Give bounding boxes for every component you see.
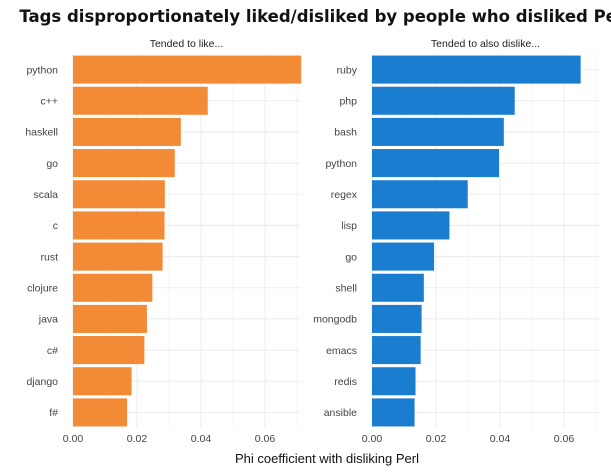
category-label: c# xyxy=(47,345,58,357)
category-label: ruby xyxy=(337,64,358,76)
category-label: scala xyxy=(33,189,58,201)
x-tick-label: 0.04 xyxy=(490,433,511,445)
bar-c# xyxy=(73,336,145,365)
x-tick-label: 0.02 xyxy=(127,433,148,445)
bar-python xyxy=(372,149,500,178)
x-tick-label: 0.00 xyxy=(362,433,383,445)
bar-f# xyxy=(73,398,128,427)
category-label: go xyxy=(46,158,58,170)
bar-lisp xyxy=(372,211,450,240)
category-label: shell xyxy=(335,283,357,295)
x-tick-label: 0.00 xyxy=(63,433,84,445)
bar-ansible xyxy=(372,398,415,427)
panel-1: Tended to like... python c++ haskell go scala… xyxy=(25,38,302,445)
facet-label: Tended to like... xyxy=(150,38,224,50)
bar-regex xyxy=(372,180,468,209)
bar-ruby xyxy=(372,55,581,84)
category-label: django xyxy=(26,376,58,388)
bar-c xyxy=(73,211,165,240)
category-label: python xyxy=(325,158,357,170)
category-label: go xyxy=(345,251,357,263)
bar-rust xyxy=(73,242,163,271)
bar-c++ xyxy=(73,86,208,115)
x-tick-label: 0.04 xyxy=(191,433,212,445)
category-label: redis xyxy=(334,376,357,388)
category-label: clojure xyxy=(27,283,58,295)
bar-bash xyxy=(372,117,504,146)
panel-2: Tended to also dislike... ruby php bash pyth… xyxy=(313,38,599,445)
category-label: lisp xyxy=(341,220,357,232)
category-label: mongodb xyxy=(313,314,357,326)
bar-go xyxy=(372,242,435,271)
bar-redis xyxy=(372,367,416,396)
facet-label: Tended to also dislike... xyxy=(431,38,540,50)
chart-title: Tags disproportionately liked/disliked b… xyxy=(19,7,611,26)
bar-mongodb xyxy=(372,304,422,333)
category-label: f# xyxy=(49,407,58,419)
category-label: python xyxy=(26,64,58,76)
bar-scala xyxy=(73,180,165,209)
bar-django xyxy=(73,367,132,396)
category-label: regex xyxy=(331,189,358,201)
bar-python xyxy=(73,55,302,84)
x-tick-label: 0.02 xyxy=(426,433,447,445)
category-label: bash xyxy=(334,127,357,139)
category-label: java xyxy=(38,314,58,326)
category-label: haskell xyxy=(25,127,58,139)
bar-java xyxy=(73,304,147,333)
bar-php xyxy=(372,86,515,115)
x-axis-title: Phi coefficient with disliking Perl xyxy=(235,451,419,466)
category-label: emacs xyxy=(326,345,357,357)
category-label: c++ xyxy=(40,96,58,108)
category-label: ansible xyxy=(324,407,357,419)
bar-go xyxy=(73,149,175,178)
bar-haskell xyxy=(73,117,181,146)
category-label: c xyxy=(53,220,58,232)
bar-shell xyxy=(372,273,424,302)
bar-emacs xyxy=(372,336,421,365)
bar-clojure xyxy=(73,273,153,302)
category-label: php xyxy=(339,96,357,108)
x-tick-label: 0.06 xyxy=(255,433,276,445)
category-label: rust xyxy=(40,251,58,263)
x-tick-label: 0.06 xyxy=(554,433,575,445)
